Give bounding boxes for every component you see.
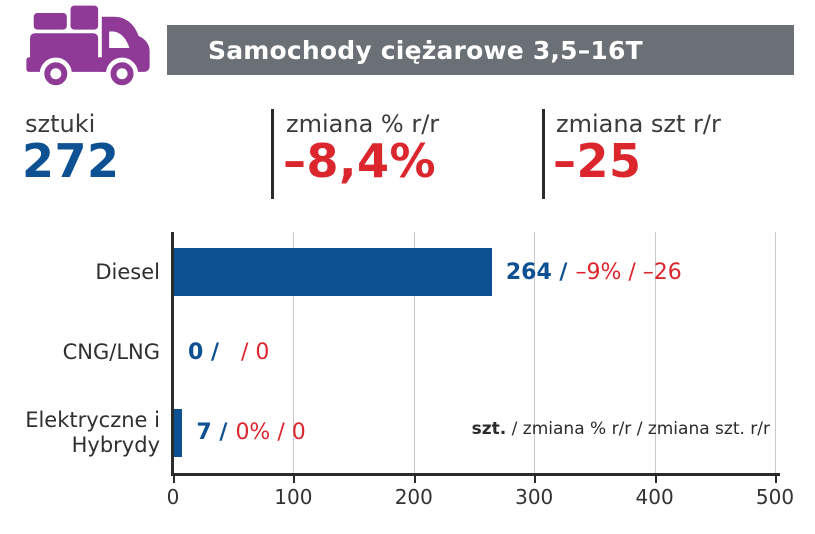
stat-unit-change-value: –25 [553, 134, 642, 188]
chart-legend: szt. / zmiana % r/r / zmiana szt. r/r [472, 419, 770, 439]
gridline [775, 232, 776, 473]
value-units: 0 / [188, 339, 220, 365]
x-tick [413, 476, 416, 483]
y-axis [171, 232, 174, 476]
x-tick [173, 476, 175, 483]
gridline [413, 232, 415, 473]
gridline [654, 232, 656, 473]
bar-value-label: 7 / 0% / 0 [196, 393, 305, 473]
page-title: Samochody ciężarowe 3,5–16T [208, 35, 643, 65]
category-label: CNG/LNG [62, 339, 160, 364]
stat-divider [271, 109, 274, 199]
x-tick-label: 200 [394, 485, 433, 509]
legend-bold: szt. [471, 419, 507, 439]
value-units: 264 / [505, 259, 568, 285]
truck-icon [18, 2, 158, 94]
bar [174, 408, 183, 457]
value-change: 0% / 0 [235, 420, 306, 446]
x-tick [534, 476, 537, 483]
x-tick [293, 476, 296, 483]
value-change: / 0 [241, 339, 270, 365]
truck-icon-svg [26, 5, 150, 90]
value-units: 7 / [196, 420, 228, 446]
stat-units-value: 272 [22, 134, 120, 188]
x-tick [775, 476, 777, 483]
x-axis [171, 473, 780, 476]
bar-value-label: 0 / / 0 [188, 312, 269, 392]
x-tick-label: 500 [755, 485, 795, 509]
gridline [293, 232, 295, 473]
legend-rest: / zmiana % r/r / zmiana szt. r/r [506, 419, 770, 439]
stat-pct-change-value: –8,4% [283, 134, 437, 188]
x-tick-label: 100 [274, 485, 313, 509]
stat-divider [542, 109, 545, 199]
x-tick-label: 400 [635, 485, 674, 509]
category-label: Diesel [95, 259, 160, 284]
gridline [534, 232, 536, 473]
value-change: –9% / –26 [575, 259, 682, 285]
header-bar: Samochody ciężarowe 3,5–16T [167, 25, 794, 75]
bar [174, 248, 492, 297]
x-tick [654, 476, 657, 483]
x-tick-label: 300 [515, 485, 554, 509]
stat-pct-change-label: zmiana % r/r [286, 110, 440, 138]
category-label: Elektryczne i Hybrydy [25, 407, 160, 457]
stat-units-label: sztuki [25, 110, 96, 138]
bar-value-label: 264 / –9% / –26 [506, 232, 682, 312]
x-tick-label: 0 [166, 485, 180, 509]
stat-unit-change-label: zmiana szt r/r [556, 110, 721, 138]
